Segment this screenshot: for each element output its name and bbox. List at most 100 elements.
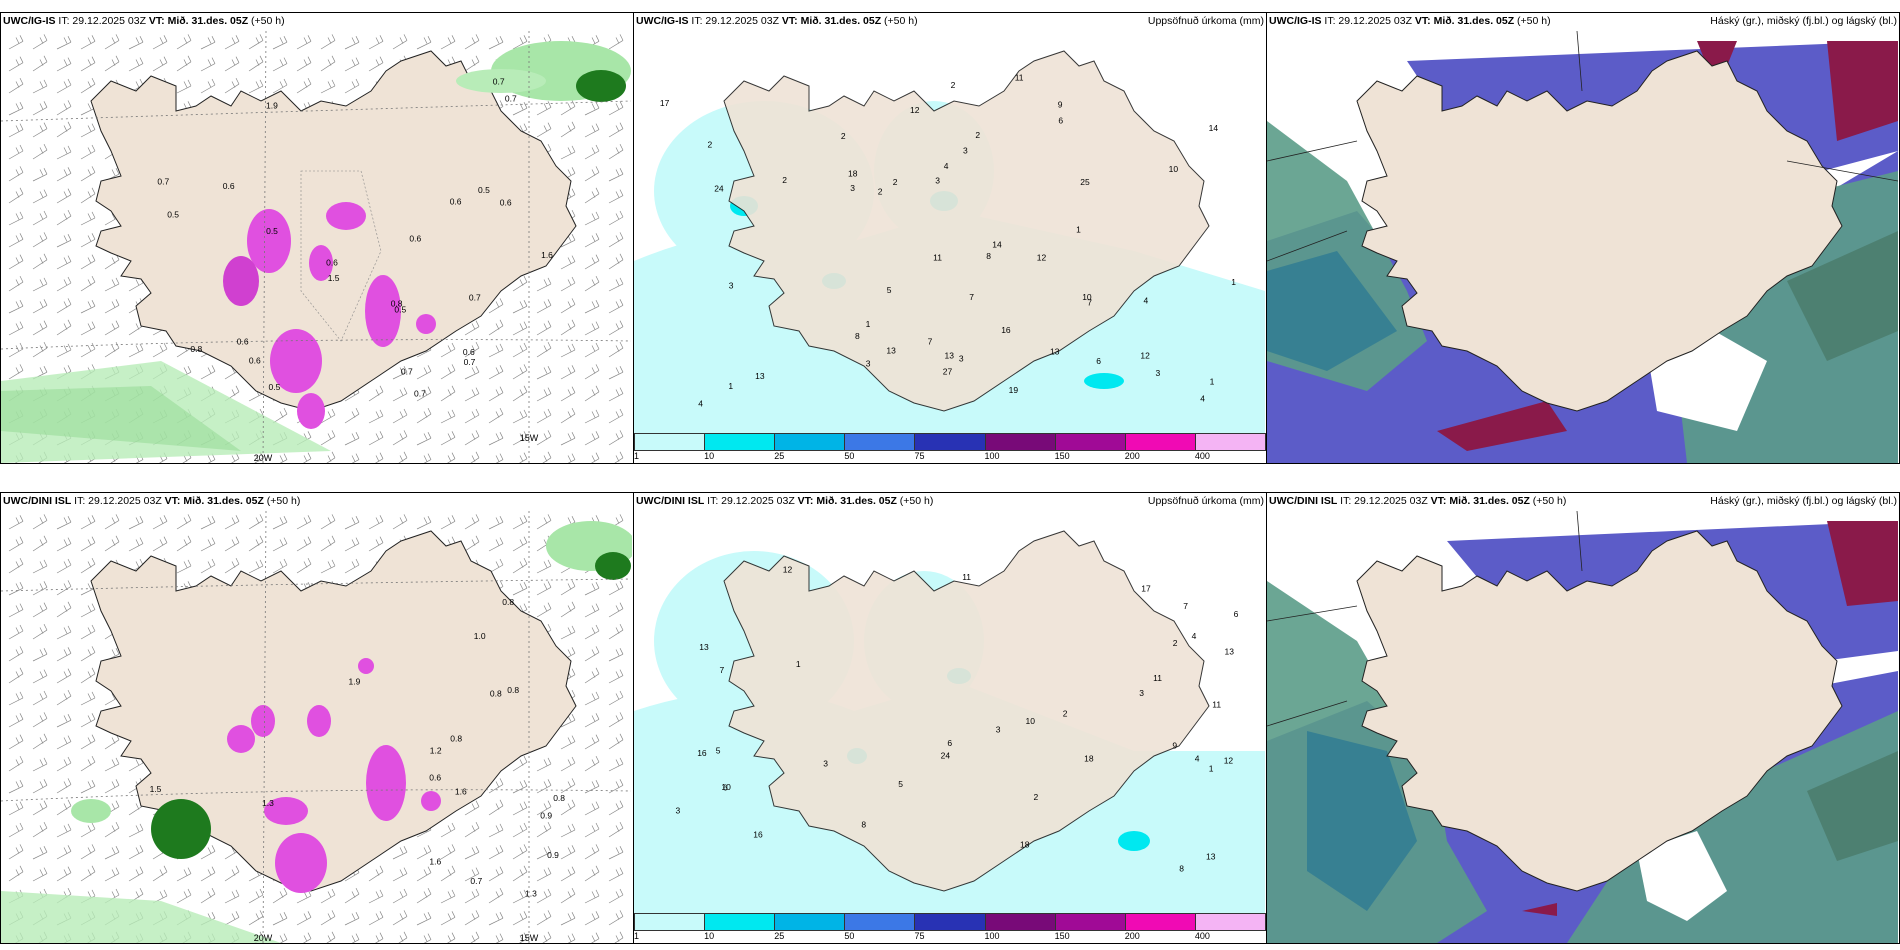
wind-barb <box>32 253 48 270</box>
value-label: 1 <box>728 381 733 391</box>
value-label: 4 <box>698 399 703 409</box>
wind-barb <box>560 276 576 292</box>
value-label: 2 <box>782 175 787 185</box>
wind-barb <box>200 78 216 94</box>
wind-barb <box>392 910 408 926</box>
value-label: 2 <box>951 80 956 90</box>
wind-barb <box>320 79 336 94</box>
vt-label: VT: <box>164 495 181 507</box>
wind-barb <box>614 451 624 463</box>
value-label: 16 <box>753 830 763 840</box>
colorbar-swatch <box>1054 913 1126 931</box>
wind-barb <box>32 34 48 50</box>
wind-barb <box>368 889 384 904</box>
wind-barb <box>536 101 552 116</box>
value-label: 12 <box>1224 756 1234 766</box>
wind-barb <box>224 77 240 94</box>
wind-barb <box>200 558 216 574</box>
value-label: 1.5 <box>150 784 162 794</box>
wind-barb <box>80 233 96 248</box>
wind-barb <box>56 625 72 640</box>
lead-time: (+50 h) <box>1532 495 1567 507</box>
wind-barb <box>80 734 96 750</box>
value-label: 11 <box>962 572 971 582</box>
vt-label: VT: <box>781 15 798 27</box>
wind-barb <box>8 300 24 314</box>
value-label: 9 <box>1172 741 1177 751</box>
wind-barb <box>512 35 528 50</box>
wind-barb <box>584 254 600 270</box>
wind-barb <box>488 343 504 358</box>
wind-barb <box>80 187 96 204</box>
value-label: 18 <box>1020 840 1030 850</box>
wind-barb <box>608 189 624 204</box>
wind-barb <box>584 911 600 926</box>
wind-barb <box>248 34 264 50</box>
wind-barb <box>224 865 240 882</box>
wind-barb <box>608 602 624 618</box>
wind-barb <box>80 166 96 182</box>
wind-barb <box>320 408 336 424</box>
value-label: 13 <box>945 350 955 360</box>
wind-barb <box>608 122 624 138</box>
wind-barb <box>303 452 312 463</box>
wind-barb <box>608 821 624 838</box>
wind-barb <box>512 431 528 446</box>
wind-barb <box>8 734 24 750</box>
wind-barb <box>80 77 96 94</box>
wind-barb <box>584 780 600 794</box>
wind-barb <box>80 144 96 160</box>
wind-barb <box>320 430 336 446</box>
colorbar-tick-label: 25 <box>774 451 785 461</box>
wind-barb <box>440 844 456 860</box>
value-label: 3 <box>996 724 1001 734</box>
value-label: 3 <box>1156 368 1161 378</box>
wind-barb <box>608 277 624 292</box>
wind-barb <box>104 253 120 270</box>
colorbar-swatch <box>914 913 986 931</box>
wind-barb <box>536 779 552 794</box>
value-label: 6 <box>1058 116 1063 126</box>
wind-barb <box>398 931 408 943</box>
colorbar-tick-label: 25 <box>774 931 785 941</box>
wind-barb <box>32 581 48 596</box>
wind-barb <box>296 35 312 50</box>
value-label: 1 <box>796 659 801 669</box>
wind-barb <box>560 799 576 816</box>
wind-barb <box>416 887 432 904</box>
colorbar-swatch <box>984 913 1056 931</box>
wind-barb <box>56 298 72 314</box>
wind-barb <box>80 123 96 138</box>
precip-panel-bottom: UWC/DINI ISL IT: 29.12.2025 03Z VT: Mið.… <box>633 492 1267 944</box>
value-label: 13 <box>1050 347 1060 357</box>
wind-barb <box>56 778 72 794</box>
value-label: 8 <box>1179 864 1184 874</box>
wind-barb <box>56 558 72 574</box>
wind-barb <box>560 845 576 860</box>
wind-barb <box>56 845 72 860</box>
wind-barb <box>8 822 24 838</box>
wind-barb <box>296 911 312 926</box>
value-label: 10 <box>1082 292 1092 302</box>
wind-barb <box>584 342 600 358</box>
wind-barb <box>176 514 192 530</box>
value-label: 1.2 <box>430 746 442 756</box>
wind-barb <box>536 320 552 336</box>
wind-barb <box>591 932 600 943</box>
wind-barb <box>488 823 504 838</box>
value-label: 24 <box>941 751 951 761</box>
colorbar-swatch <box>1124 433 1196 451</box>
wind-barb <box>584 691 600 706</box>
wind-barb <box>32 779 48 794</box>
value-label: 1.6 <box>429 857 441 867</box>
wind-barb <box>464 34 480 50</box>
wind-barb <box>416 866 432 882</box>
valid-time: Mið. 31.des. 05Z <box>800 15 882 27</box>
value-label: 1 <box>1076 225 1081 235</box>
wind-barb <box>519 932 528 943</box>
cloud-panel-bottom: UWC/DINI ISL IT: 29.12.2025 03Z VT: Mið.… <box>1266 492 1900 944</box>
wind-barb <box>8 144 24 160</box>
colorbar-tick-label: 50 <box>844 451 855 461</box>
wind-barb <box>200 57 216 72</box>
cloud-title: Háský (gr.), miðský (fj.bl.) og lágský (… <box>1710 15 1897 27</box>
